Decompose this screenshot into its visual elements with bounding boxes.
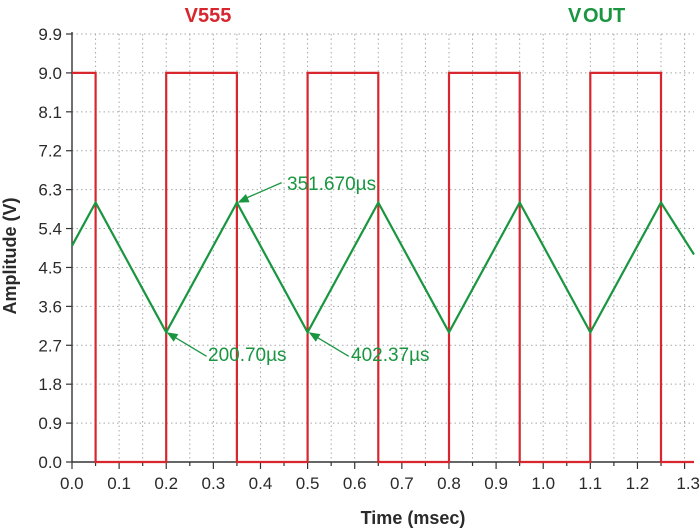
y-tick-label: 9.0 (38, 64, 62, 83)
y-tick-label: 7.2 (38, 142, 62, 161)
x-tick-label: 1.0 (531, 474, 555, 493)
y-tick-label: 0.9 (38, 414, 62, 433)
annotation-arrow (171, 334, 207, 357)
annotation-arrow (242, 182, 282, 201)
y-tick-label: 8.1 (38, 103, 62, 122)
x-tick-label: 0.6 (343, 474, 367, 493)
x-tick-label: 0.8 (437, 474, 461, 493)
y-tick-label: 9.9 (38, 25, 62, 44)
x-tick-label: 1.3 (676, 474, 700, 493)
annotation-arrowhead (308, 332, 321, 342)
x-tick-label: 1.1 (579, 474, 603, 493)
y-tick-label: 4.5 (38, 258, 62, 277)
annotation-arrowhead (237, 194, 250, 203)
x-tick-label: 0.0 (60, 474, 84, 493)
annotation-label: 200.70µs (208, 345, 287, 366)
series-label-vout: V (568, 5, 582, 27)
x-tick-label: 0.1 (107, 474, 131, 493)
x-tick-label: 0.9 (484, 474, 508, 493)
x-tick-label: 0.7 (390, 474, 414, 493)
x-tick-label: 0.5 (296, 474, 320, 493)
x-tick-label: 0.2 (154, 474, 178, 493)
x-tick-label: 0.3 (202, 474, 226, 493)
x-axis-title: Time (msec) (361, 508, 466, 528)
annotation-label: 351.670µs (287, 174, 376, 195)
y-tick-label: 3.6 (38, 297, 62, 316)
x-tick-label: 1.2 (626, 474, 650, 493)
y-tick-label: 0.0 (38, 453, 62, 472)
y-tick-label: 6.3 (38, 181, 62, 200)
y-tick-label: 1.8 (38, 375, 62, 394)
annotation-label: 402.37µs (351, 345, 430, 366)
series-line-v555 (72, 71, 694, 464)
series-label-v555: V555 (185, 5, 232, 27)
x-tick-label: 0.4 (249, 474, 273, 493)
series-line-vout (71, 200, 695, 335)
series-label-vout-subscript: OUT (583, 5, 625, 27)
y-tick-label: 5.4 (38, 220, 62, 239)
annotation-arrowhead (166, 332, 179, 342)
y-tick-label: 2.7 (38, 336, 62, 355)
y-axis-title: Amplitude (V) (0, 198, 20, 315)
annotation-arrow (313, 334, 350, 357)
